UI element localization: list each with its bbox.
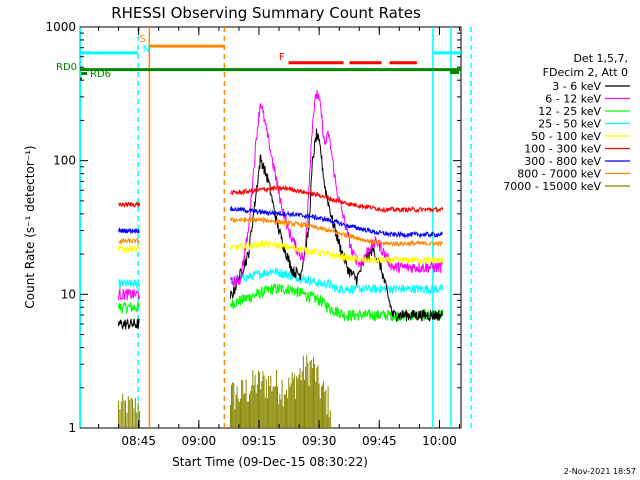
x-tick-label-3: 09:30 bbox=[302, 434, 337, 448]
plot-frame bbox=[79, 26, 462, 429]
series-800-7000-kev-seg1 bbox=[229, 216, 444, 247]
series-6-12-kev-seg0 bbox=[118, 287, 141, 301]
legend-label-3: 25 - 50 keV bbox=[538, 118, 601, 131]
series-25-50-kev-seg0 bbox=[118, 278, 141, 289]
plot-area: SN F RD0 RD6 1 10 100 1000 08:45 09:00 09:15 09:3… bbox=[45, 20, 472, 448]
legend-label-2: 12 - 25 keV bbox=[538, 105, 601, 118]
legend-label-7: 800 - 7000 keV bbox=[517, 168, 601, 181]
flag-label-rd6: RD6 bbox=[90, 69, 111, 80]
rd0-end-marker bbox=[450, 71, 459, 74]
legend-header-detectors: Det 1,5,7, bbox=[573, 52, 628, 65]
series-3-6-kev-seg0 bbox=[118, 317, 140, 330]
x-axis: 08:45 09:00 09:15 09:30 09:45 10:00 bbox=[98, 27, 461, 448]
series-50-100-kev-seg0 bbox=[118, 243, 141, 253]
legend-label-5: 100 - 300 keV bbox=[524, 143, 601, 156]
y-tick-label-2: 100 bbox=[53, 154, 76, 168]
rd6-marker bbox=[81, 72, 87, 75]
vertical-markers bbox=[79, 27, 472, 428]
series-800-7000-kev-seg0 bbox=[118, 237, 141, 245]
legend-label-6: 300 - 800 keV bbox=[524, 155, 601, 168]
y-axis: 1 10 100 1000 bbox=[45, 20, 461, 435]
legend-label-1: 6 - 12 keV bbox=[545, 93, 601, 106]
legend-label-4: 50 - 100 keV bbox=[531, 130, 601, 143]
y-tick-label-1: 10 bbox=[61, 287, 76, 301]
series-7000-15000-kev bbox=[118, 354, 331, 428]
flag-label-s: S bbox=[139, 34, 145, 45]
x-tick-label-1: 09:00 bbox=[182, 434, 217, 448]
series-layer bbox=[118, 90, 444, 428]
flag-label-rd0: RD0 bbox=[56, 62, 77, 73]
series-12-25-kev-seg0 bbox=[118, 301, 140, 314]
flag-label-n: N bbox=[143, 44, 150, 55]
x-tick-label-0: 08:45 bbox=[121, 434, 156, 448]
series-300-800-kev-seg0 bbox=[118, 227, 140, 235]
x-tick-label-2: 09:15 bbox=[242, 434, 277, 448]
series-6-12-kev-seg1 bbox=[229, 90, 444, 288]
series-100-300-kev-seg0 bbox=[118, 201, 141, 209]
series-3-6-kev-seg1 bbox=[229, 128, 444, 322]
series-100-300-kev-seg1 bbox=[229, 184, 444, 214]
date-stamp: 2-Nov-2021 18:57 bbox=[564, 467, 636, 476]
legend-label-0: 3 - 6 keV bbox=[552, 80, 601, 93]
flag-label-f: F bbox=[279, 52, 285, 63]
series-50-100-kev-seg1 bbox=[229, 239, 444, 266]
chart-title: RHESSI Observing Summary Count Rates bbox=[111, 4, 421, 22]
legend-header-decimation: FDecim 2, Att 0 bbox=[543, 66, 628, 79]
y-axis-label: Count Rate (s⁻¹ detector⁻¹) bbox=[23, 145, 37, 308]
series-300-800-kev-seg1 bbox=[229, 205, 444, 239]
y-tick-label-3: 1000 bbox=[45, 20, 76, 34]
legend-label-8: 7000 - 15000 keV bbox=[503, 180, 601, 193]
y-tick-label-0: 1 bbox=[68, 421, 76, 435]
series-25-50-kev-seg1 bbox=[230, 267, 444, 295]
x-tick-label-4: 09:45 bbox=[362, 434, 397, 448]
flag-bars: SN F RD0 RD6 bbox=[56, 34, 461, 81]
x-axis-label: Start Time (09-Dec-15 08:30:22) bbox=[172, 455, 368, 469]
x-tick-label-5: 10:00 bbox=[422, 434, 457, 448]
